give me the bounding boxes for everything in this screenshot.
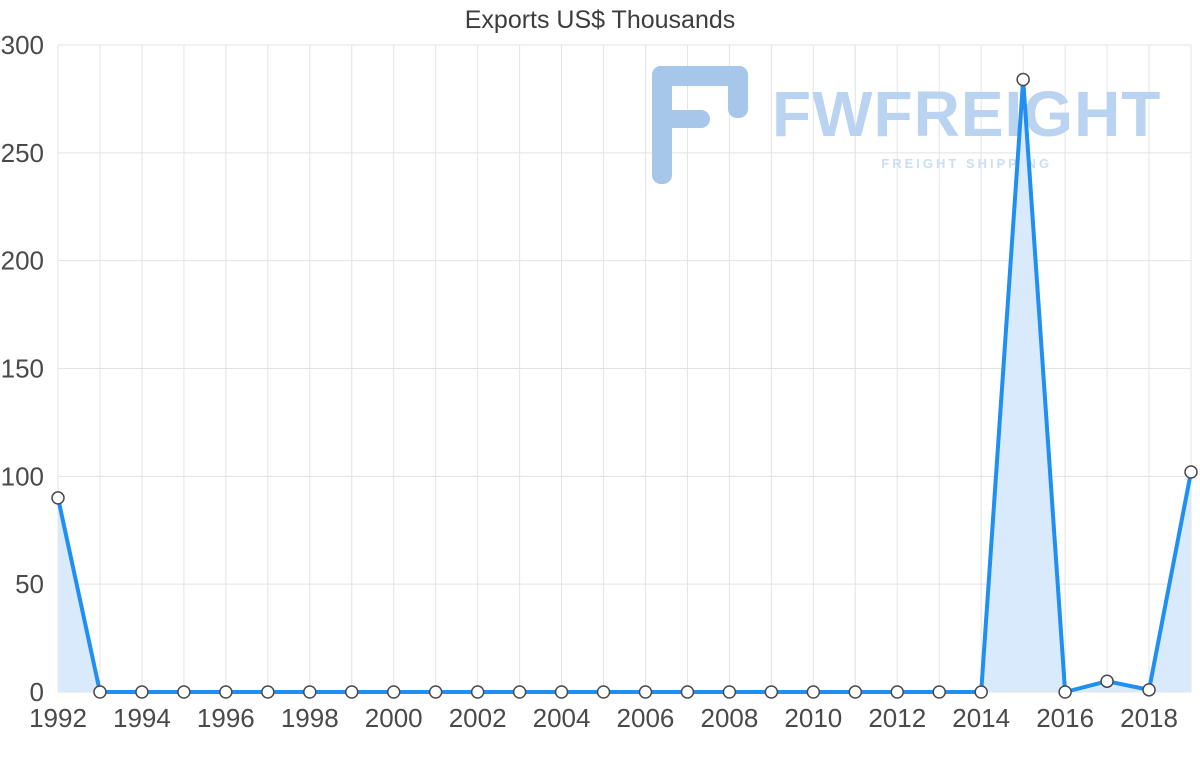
x-tick-label: 2012 [868, 703, 926, 733]
x-tick-label: 2018 [1120, 703, 1178, 733]
data-point-2006[interactable] [638, 685, 653, 699]
data-point-2002[interactable] [470, 685, 485, 699]
x-tick-label: 2008 [700, 703, 758, 733]
x-tick-label: 2010 [784, 703, 842, 733]
y-tick-label: 150 [1, 354, 44, 384]
x-tick-label: 1994 [113, 703, 171, 733]
data-point-2018[interactable] [1142, 683, 1156, 697]
data-point-2017[interactable] [1100, 674, 1114, 688]
data-point-1994[interactable] [135, 685, 149, 699]
data-point-2003[interactable] [512, 685, 527, 699]
y-tick-label: 0 [30, 677, 44, 707]
data-point-2014[interactable] [974, 685, 988, 699]
data-point-1995[interactable] [177, 685, 191, 699]
x-tick-label: 2006 [617, 703, 675, 733]
x-tick-label: 2004 [533, 703, 591, 733]
y-tick-label: 300 [1, 30, 44, 60]
data-point-2010[interactable] [806, 685, 821, 699]
y-tick-label: 250 [1, 138, 44, 168]
data-point-2015[interactable] [1016, 72, 1030, 87]
data-point-1992[interactable] [51, 491, 65, 505]
x-tick-label: 1992 [29, 703, 87, 733]
data-point-1999[interactable] [344, 685, 359, 699]
x-tick-label: 2016 [1036, 703, 1094, 733]
data-point-2008[interactable] [722, 685, 737, 699]
data-point-2019[interactable] [1184, 465, 1198, 479]
data-point-2000[interactable] [386, 685, 401, 699]
x-tick-label: 2014 [952, 703, 1010, 733]
data-point-1998[interactable] [303, 685, 317, 699]
x-tick-label: 1996 [197, 703, 255, 733]
y-tick-label: 100 [1, 461, 44, 491]
data-point-2012[interactable] [890, 685, 905, 699]
y-tick-label: 50 [15, 569, 44, 599]
x-tick-label: 2000 [365, 703, 423, 733]
y-tick-label: 200 [1, 246, 44, 276]
data-point-2013[interactable] [932, 685, 946, 699]
data-point-2005[interactable] [596, 685, 611, 699]
data-point-2016[interactable] [1058, 685, 1072, 699]
chart-title: Exports US$ Thousands [464, 6, 736, 34]
data-point-1993[interactable] [93, 685, 107, 699]
data-point-2009[interactable] [764, 685, 779, 699]
data-point-2004[interactable] [554, 685, 569, 699]
data-point-1996[interactable] [219, 685, 233, 699]
x-tick-label: 2002 [449, 703, 507, 733]
data-point-2001[interactable] [428, 685, 443, 699]
data-point-1997[interactable] [261, 685, 275, 699]
data-point-2007[interactable] [680, 685, 695, 699]
data-point-2011[interactable] [848, 685, 863, 699]
x-tick-label: 1998 [281, 703, 339, 733]
